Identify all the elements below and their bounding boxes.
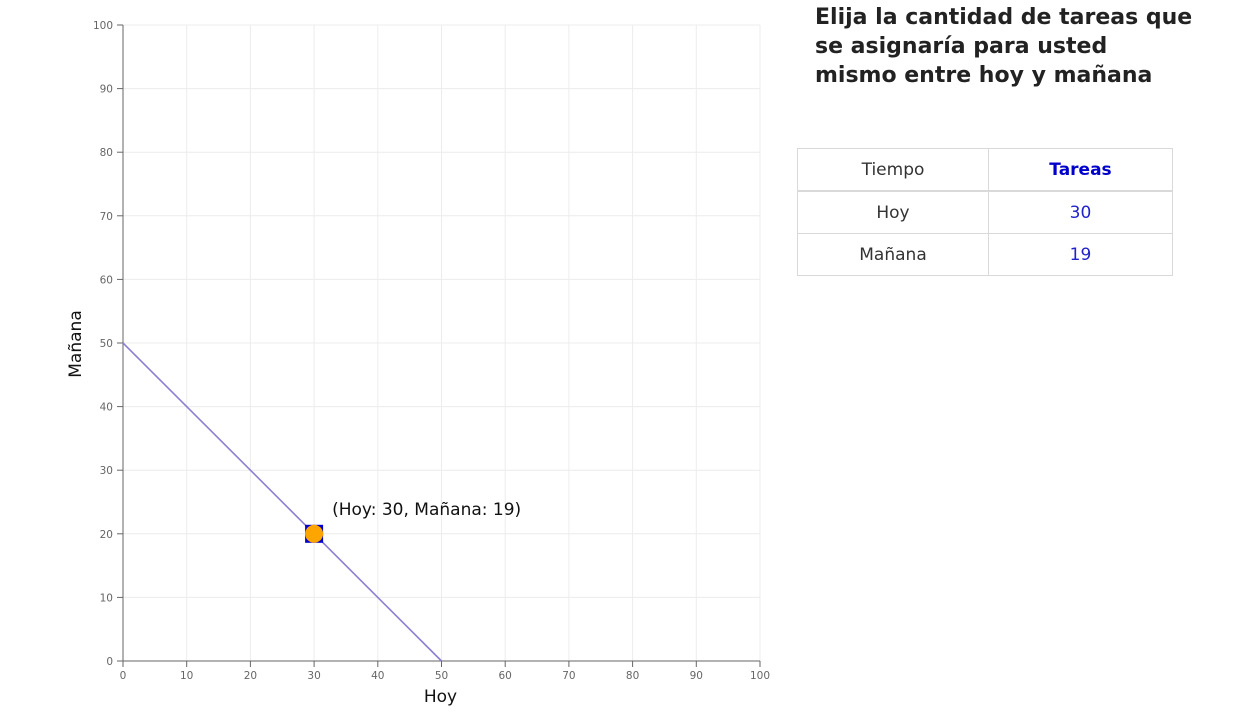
table-header-tasks: Tareas: [988, 148, 1173, 192]
x-tick-label: 90: [690, 670, 703, 682]
chart-grid: [123, 24, 761, 661]
y-tick-label: 10: [100, 592, 113, 604]
x-tick-label: 70: [562, 670, 575, 682]
budget-constraint-line: [122, 342, 443, 662]
x-tick-label: 80: [626, 670, 639, 682]
tasks-table: Tiempo Tareas Hoy 30 Mañana 19: [797, 148, 1173, 276]
budget-chart[interactable]: 0 10 20 30 40 50 60 70 80 90 100 0 10 20 30 40 50 60 70 80…: [0, 0, 780, 722]
x-axis: 0 10 20 30 40 50 60 70 80 90 100: [120, 660, 770, 682]
table-cell-time: Mañana: [797, 233, 989, 276]
x-tick-label: 50: [435, 670, 448, 682]
x-tick-label: 0: [120, 670, 127, 682]
x-tick-label: 30: [307, 670, 320, 682]
y-tick-label: 70: [100, 211, 113, 223]
y-tick-label: 100: [93, 20, 113, 32]
x-axis-title: Hoy: [424, 687, 457, 707]
y-tick-label: 40: [100, 402, 113, 414]
y-tick-label: 30: [100, 465, 113, 477]
x-tick-label: 60: [499, 670, 512, 682]
y-tick-label: 20: [100, 529, 113, 541]
selected-point-label: (Hoy: 30, Mañana: 19): [332, 500, 521, 520]
y-tick-label: 80: [100, 147, 113, 159]
table-row: Mañana 19: [797, 233, 1173, 276]
y-tick-label: 0: [106, 656, 113, 668]
x-tick-label: 10: [180, 670, 193, 682]
y-tick-label: 50: [100, 338, 113, 350]
selected-point-marker[interactable]: [305, 524, 324, 543]
x-tick-label: 40: [371, 670, 384, 682]
x-tick-label: 20: [244, 670, 257, 682]
table-cell-time: Hoy: [797, 190, 989, 234]
table-row: Hoy 30: [797, 190, 1173, 234]
panel-title: Elija la cantidad de tareas que se asign…: [815, 5, 1193, 88]
table-cell-tasks: 30: [988, 190, 1173, 234]
x-tick-label: 100: [750, 670, 770, 682]
y-tick-label: 90: [100, 84, 113, 96]
y-axis: 0 10 20 30 40 50 60 70 80 90 100: [93, 20, 124, 668]
y-tick-label: 60: [100, 274, 113, 286]
y-axis-title: Mañana: [66, 310, 86, 377]
table-cell-tasks: 19: [988, 233, 1173, 276]
table-header-time: Tiempo: [797, 148, 989, 192]
table-header-row: Tiempo Tareas: [797, 148, 1173, 192]
